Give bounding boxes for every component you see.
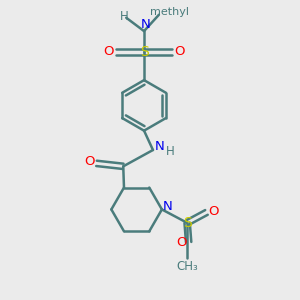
Text: N: N [163, 200, 173, 213]
Text: O: O [175, 45, 185, 58]
Text: O: O [176, 236, 187, 249]
Text: H: H [166, 145, 175, 158]
Text: CH₃: CH₃ [176, 260, 198, 273]
Text: O: O [103, 45, 114, 58]
Text: N: N [141, 18, 150, 31]
Text: S: S [183, 216, 191, 230]
Text: N: N [154, 140, 164, 153]
Text: O: O [209, 205, 219, 218]
Text: O: O [84, 155, 94, 168]
Text: S: S [140, 45, 148, 59]
Text: H: H [120, 10, 129, 23]
Text: methyl: methyl [150, 7, 189, 17]
